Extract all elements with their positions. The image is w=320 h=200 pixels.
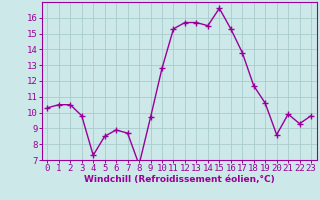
X-axis label: Windchill (Refroidissement éolien,°C): Windchill (Refroidissement éolien,°C) bbox=[84, 175, 275, 184]
